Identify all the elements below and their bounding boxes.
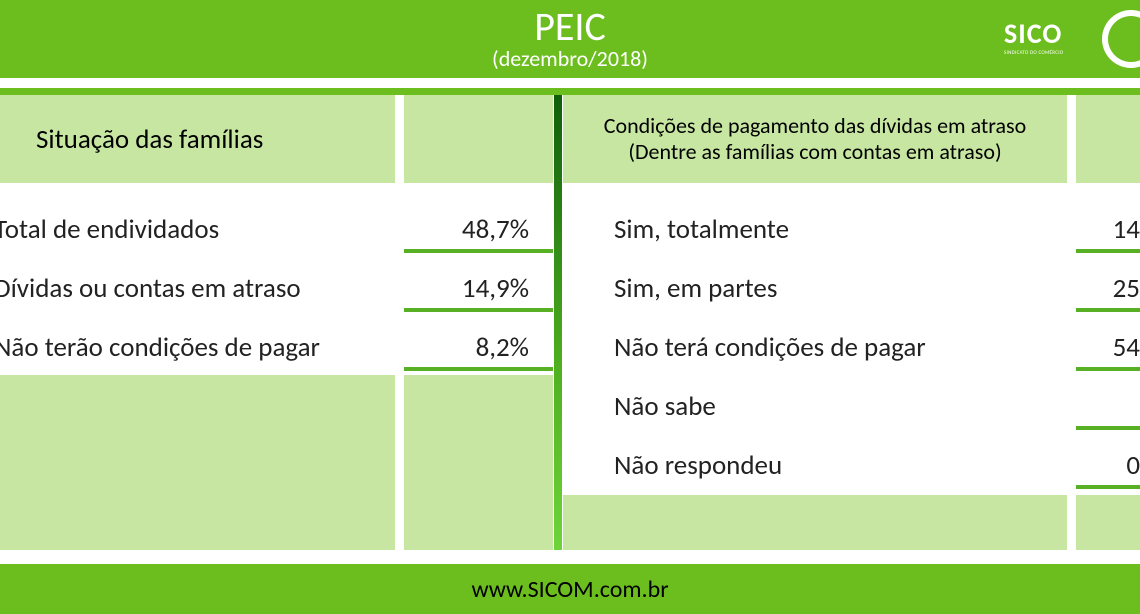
right-row-value: 14 bbox=[1076, 213, 1140, 246]
right-section-heading: Condições de pagamento das dívidas em at… bbox=[563, 95, 1067, 183]
header-band: PEIC (dezembro/2018) SICO SINDICATO DO C… bbox=[0, 0, 1140, 78]
row-accent-left bbox=[404, 249, 553, 253]
right-row-value: 54 bbox=[1076, 331, 1140, 364]
row-accent-right bbox=[1076, 308, 1140, 312]
page-subtitle: (dezembro/2018) bbox=[492, 47, 648, 71]
right-heading-line2: (Dentre as famílias com contas em atraso… bbox=[628, 139, 1001, 165]
logo-text: SICO bbox=[1004, 16, 1062, 51]
row-accent-right bbox=[1076, 249, 1140, 253]
row-accent-right bbox=[1076, 485, 1140, 489]
left-row-value: 48,7% bbox=[404, 213, 553, 246]
right-row-label: Não sabe bbox=[614, 390, 1044, 423]
row-accent-left bbox=[404, 308, 553, 312]
table-row: Total de endividados 48,7% Sim, totalmen… bbox=[0, 205, 1140, 253]
left-row-label: Dívidas ou contas em atraso bbox=[0, 272, 398, 305]
content-area: Situação das famílias Condições de pagam… bbox=[0, 95, 1140, 550]
logo-swirl-icon bbox=[1102, 10, 1140, 68]
left-row-value: 8,2% bbox=[404, 331, 553, 364]
right-value-heading-spacer bbox=[1076, 95, 1140, 183]
right-row-value: 0 bbox=[1076, 449, 1140, 482]
right-row-label: Sim, totalmente bbox=[614, 213, 1044, 246]
row-accent-right bbox=[1076, 426, 1140, 430]
left-blank-fill bbox=[0, 375, 395, 550]
gap bbox=[0, 78, 1140, 88]
row-accent-right bbox=[1076, 367, 1140, 371]
left-section-heading: Situação das famílias bbox=[0, 95, 395, 183]
logo-tagline: SINDICATO DO COMÉRCIO bbox=[1004, 50, 1063, 56]
right-row-label: Sim, em partes bbox=[614, 272, 1044, 305]
left-row-label: Total de endividados bbox=[0, 213, 398, 246]
footer-url: www.SICOM.com.br bbox=[471, 575, 668, 604]
right-heading-line1: Condições de pagamento das dívidas em at… bbox=[604, 113, 1027, 139]
footer-band: www.SICOM.com.br bbox=[0, 564, 1140, 614]
table-row: Não terão condições de pagar 8,2% Não te… bbox=[0, 323, 1140, 371]
right-blank-fill bbox=[563, 495, 1067, 550]
left-row-label: Não terão condições de pagar bbox=[0, 331, 398, 364]
right-value-blank-fill bbox=[1076, 495, 1140, 550]
left-value-blank-fill bbox=[404, 375, 553, 550]
sicom-logo: SICO SINDICATO DO COMÉRCIO bbox=[1010, 6, 1130, 72]
left-value-heading-spacer bbox=[404, 95, 553, 183]
right-row-label: Não terá condições de pagar bbox=[614, 331, 1044, 364]
table-row: Dívidas ou contas em atraso 14,9% Sim, e… bbox=[0, 264, 1140, 312]
right-row-label: Não respondeu bbox=[614, 449, 1044, 482]
divider-line bbox=[0, 88, 1140, 95]
row-accent-left bbox=[404, 367, 553, 371]
right-row-value: 25 bbox=[1076, 272, 1140, 305]
page-title: PEIC bbox=[534, 7, 606, 47]
left-row-value: 14,9% bbox=[404, 272, 553, 305]
